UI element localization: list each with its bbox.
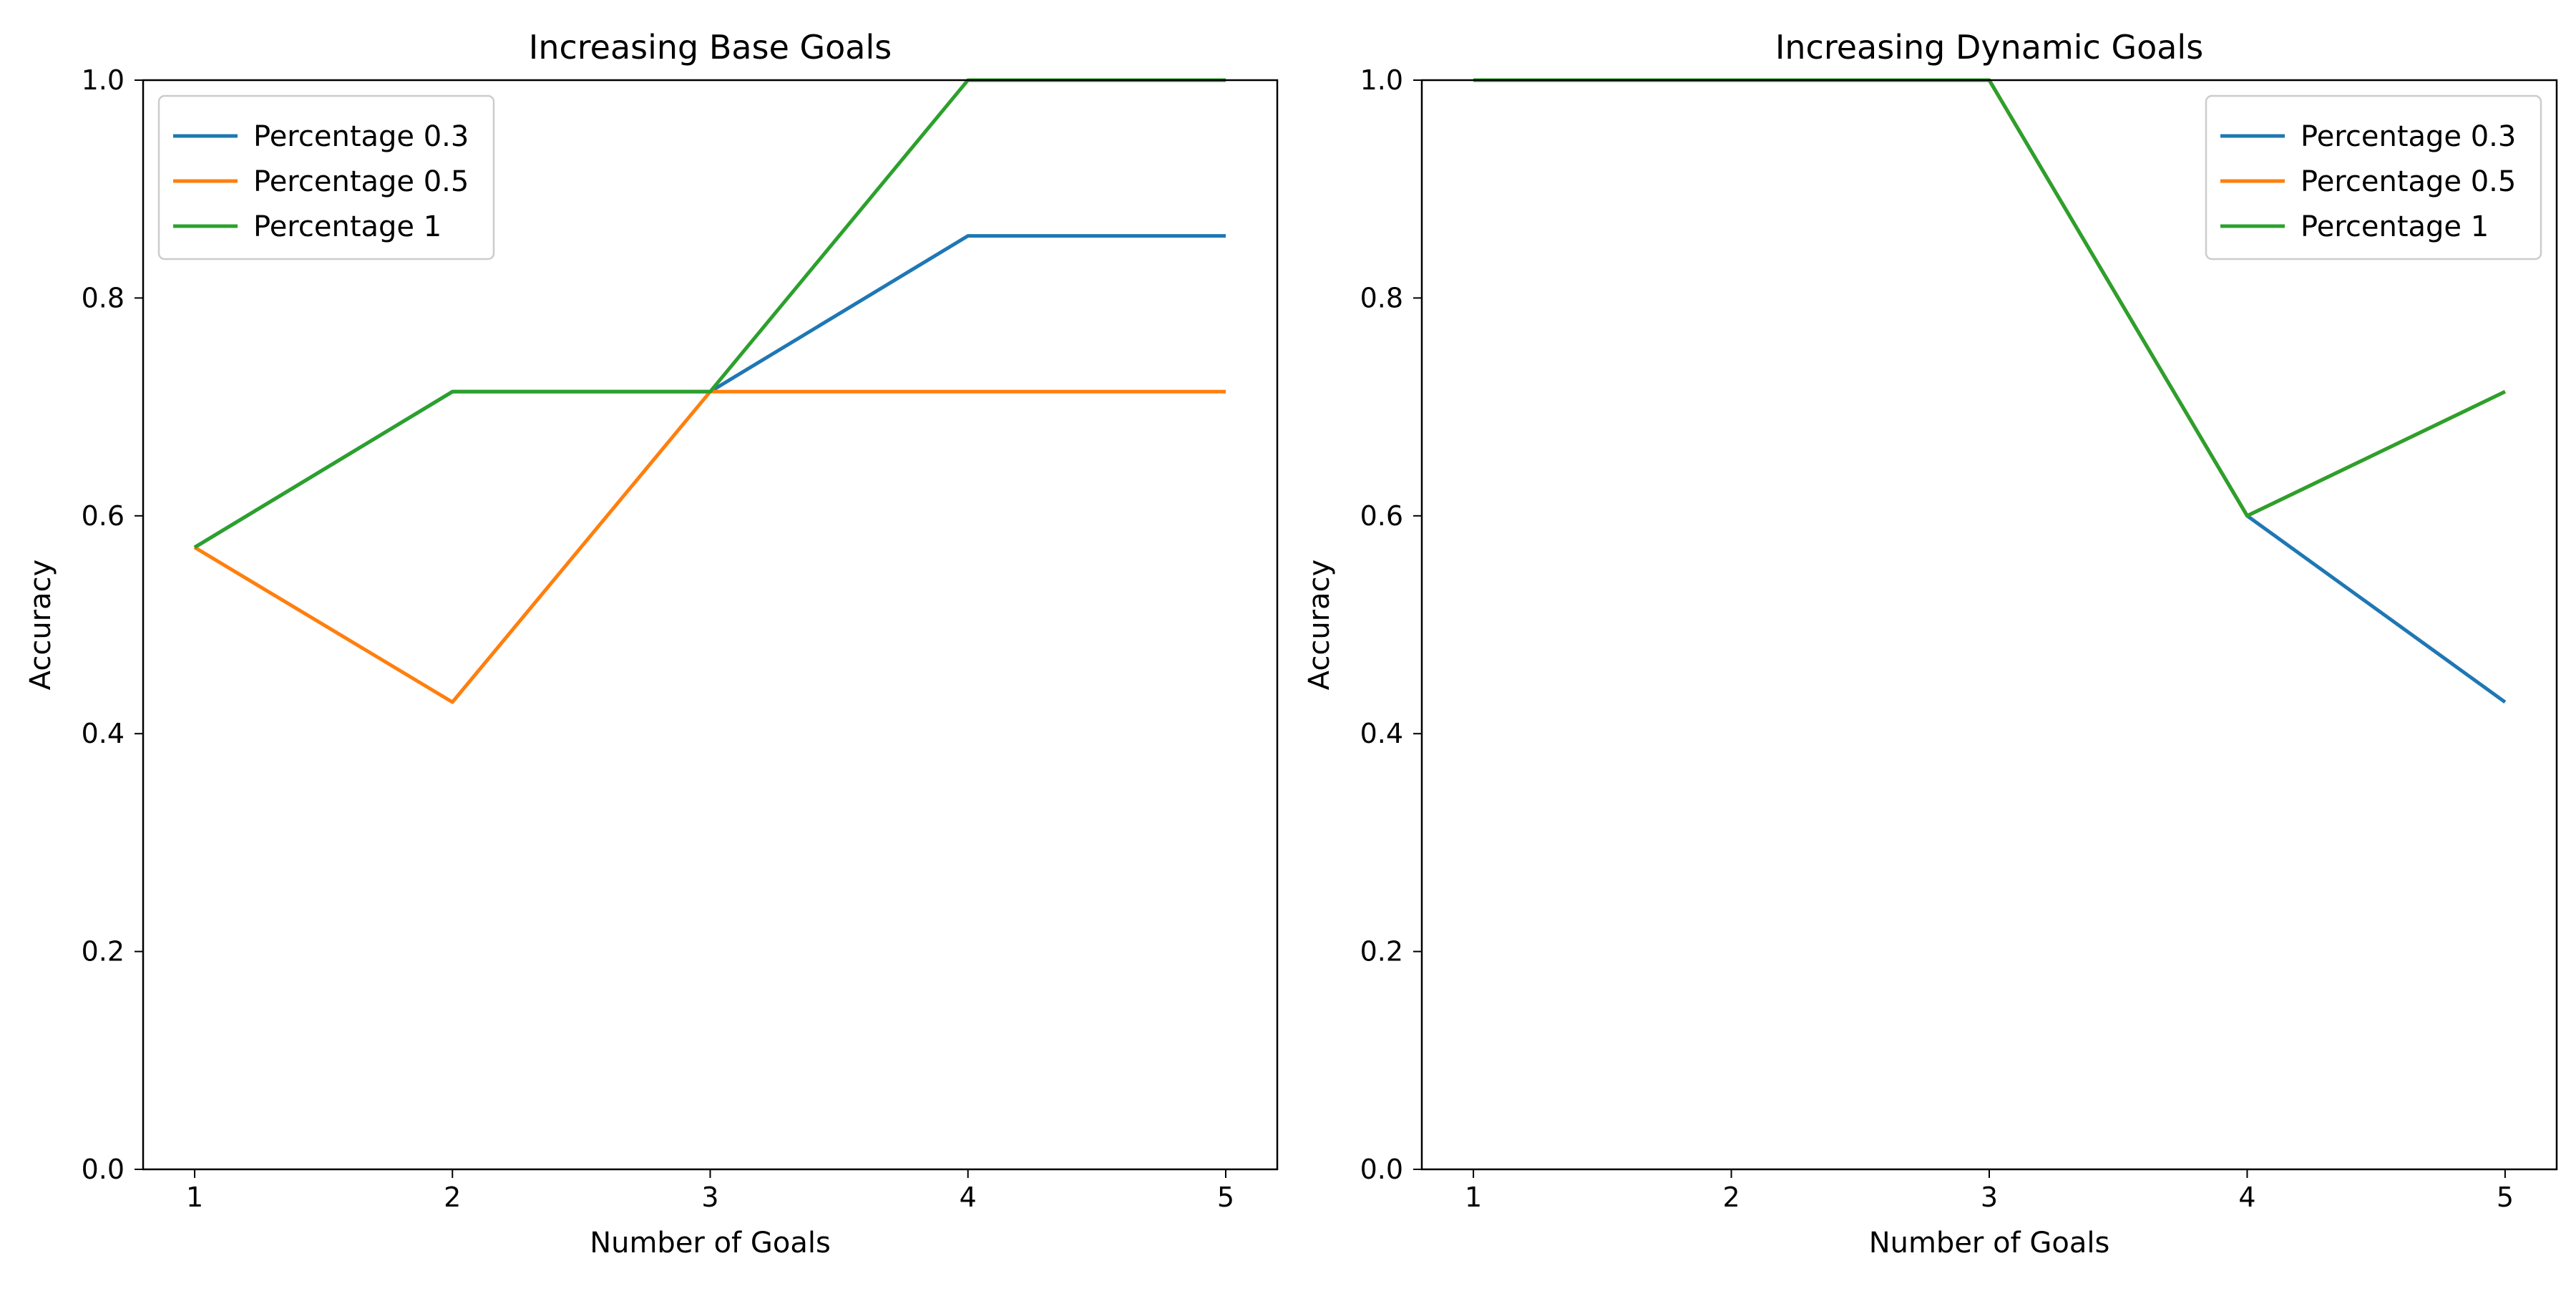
legend-label-1: Percentage 0.3 xyxy=(253,120,469,153)
x-tick-label: 2 xyxy=(1722,1182,1740,1213)
chart-title: Increasing Base Goals xyxy=(529,28,892,67)
legend-label-1: Percentage 0.3 xyxy=(2301,120,2516,153)
y-tick-label: 0.2 xyxy=(82,936,125,968)
x-tick-label: 3 xyxy=(701,1182,718,1213)
x-tick-label: 1 xyxy=(1465,1182,1482,1213)
y-tick-label: 0.8 xyxy=(1360,282,1403,313)
y-tick-label: 0.4 xyxy=(1360,718,1403,749)
x-tick-label: 3 xyxy=(1981,1182,1998,1213)
y-tick-label: 0.0 xyxy=(82,1154,125,1185)
legend: Percentage 0.3 Percentage 0.5 Percentage 1 xyxy=(2205,94,2542,260)
chart-panel-1: Increasing Base Goals 1 2 3 4 5 0.0 0.2 0.4 0.6 0.… xyxy=(24,28,1279,1260)
legend-label-2: Percentage 0.5 xyxy=(253,165,469,198)
y-tick-label: 0.0 xyxy=(1360,1154,1403,1185)
y-tick-label: 0.6 xyxy=(82,500,125,532)
legend-label-3: Percentage 1 xyxy=(2301,210,2489,243)
y-axis-label: Accuracy xyxy=(1303,560,1336,691)
legend-label-2: Percentage 0.5 xyxy=(2301,165,2516,198)
x-tick-label: 4 xyxy=(2238,1182,2255,1213)
y-tick-label: 1.0 xyxy=(82,64,125,96)
y-tick-label: 0.2 xyxy=(1360,936,1403,968)
x-tick-label: 4 xyxy=(960,1182,977,1213)
legend-box xyxy=(157,94,495,260)
x-axis-label: Number of Goals xyxy=(590,1227,831,1260)
x-axis-label: Number of Goals xyxy=(1869,1227,2110,1260)
chart-panel-2: Increasing Dynamic Goals 1 2 3 4 5 0.0 0.2 0.4 0.… xyxy=(1303,28,2558,1260)
y-tick-label: 0.4 xyxy=(82,718,125,749)
x-tick-label: 5 xyxy=(1217,1182,1234,1213)
x-tick-label: 5 xyxy=(2497,1182,2514,1213)
legend: Percentage 0.3 Percentage 0.5 Percentage 1 xyxy=(157,94,495,260)
x-tick-label: 1 xyxy=(186,1182,203,1213)
y-tick-label: 0.8 xyxy=(82,282,125,313)
chart-title: Increasing Dynamic Goals xyxy=(1775,28,2203,67)
y-tick-label: 0.6 xyxy=(1360,500,1403,532)
y-axis-label: Accuracy xyxy=(24,560,57,691)
legend-box xyxy=(2205,94,2542,260)
series-line-2 xyxy=(193,389,1226,704)
x-tick-label: 2 xyxy=(444,1182,461,1213)
y-tick-label: 1.0 xyxy=(1360,64,1403,96)
legend-label-3: Percentage 1 xyxy=(253,210,441,243)
